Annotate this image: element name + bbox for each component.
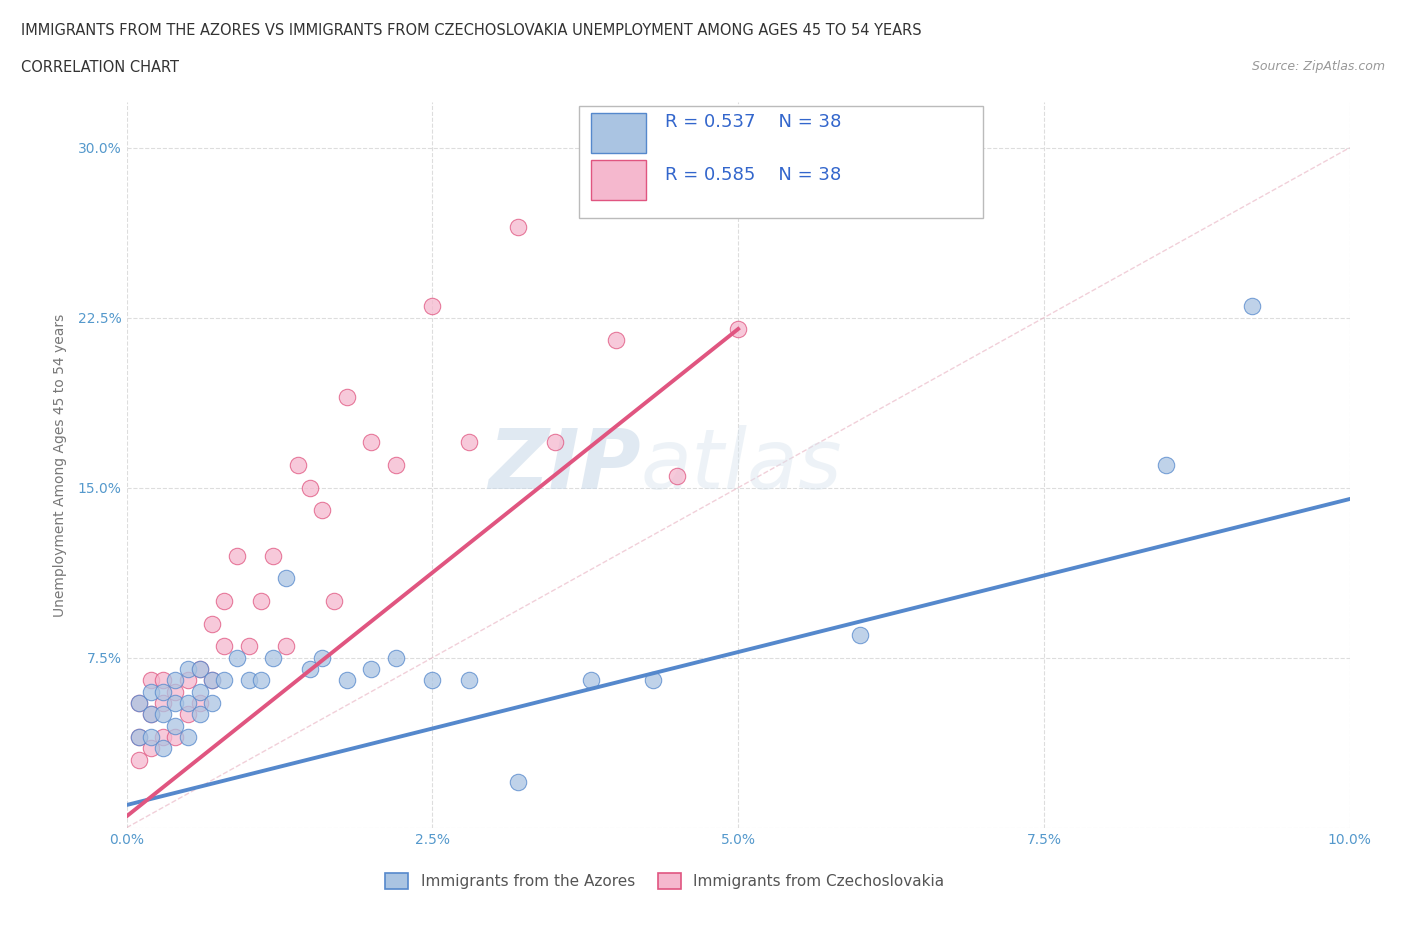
Point (581, 673, 603, 688)
Point (384, 458, 406, 472)
Point (139, 707, 162, 722)
Point (299, 480, 322, 495)
Point (128, 729, 150, 744)
Point (177, 673, 200, 688)
Point (188, 661, 211, 676)
Point (214, 593, 236, 608)
Point (152, 707, 174, 722)
Point (201, 673, 224, 688)
Y-axis label: Unemployment Among Ages 45 to 54 years: Unemployment Among Ages 45 to 54 years (52, 313, 66, 617)
Text: CORRELATION CHART: CORRELATION CHART (21, 60, 179, 75)
Point (422, 673, 444, 688)
Point (177, 707, 200, 722)
Point (287, 458, 309, 472)
Point (165, 684, 187, 699)
Point (1240, 299, 1263, 313)
Point (506, 775, 529, 790)
Legend: Immigrants from the Azores, Immigrants from Czechoslovakia: Immigrants from the Azores, Immigrants f… (385, 873, 943, 889)
Point (641, 673, 664, 688)
Point (250, 673, 273, 688)
Point (225, 650, 247, 665)
Point (201, 673, 224, 688)
Point (188, 707, 211, 722)
FancyBboxPatch shape (592, 113, 647, 153)
Point (238, 673, 260, 688)
Point (336, 390, 359, 405)
Point (422, 299, 444, 313)
Point (225, 549, 247, 564)
Text: Source: ZipAtlas.com: Source: ZipAtlas.com (1251, 60, 1385, 73)
Point (458, 673, 481, 688)
Point (384, 650, 406, 665)
Point (165, 696, 187, 711)
Point (128, 696, 150, 711)
Point (165, 729, 187, 744)
Point (139, 707, 162, 722)
Text: IMMIGRANTS FROM THE AZORES VS IMMIGRANTS FROM CZECHOSLOVAKIA UNEMPLOYMENT AMONG : IMMIGRANTS FROM THE AZORES VS IMMIGRANTS… (21, 23, 922, 38)
Point (506, 219, 529, 234)
Point (188, 696, 211, 711)
Point (128, 752, 150, 767)
Point (605, 333, 627, 348)
Point (299, 661, 322, 676)
Point (214, 639, 236, 654)
Point (849, 628, 872, 643)
Text: R = 0.585    N = 38: R = 0.585 N = 38 (665, 166, 841, 184)
Point (139, 729, 162, 744)
Point (152, 729, 174, 744)
Point (262, 650, 284, 665)
Point (128, 729, 150, 744)
Point (177, 729, 200, 744)
Point (250, 593, 273, 608)
Point (139, 673, 162, 688)
Text: R = 0.537    N = 38: R = 0.537 N = 38 (665, 113, 841, 131)
Point (177, 661, 200, 676)
Point (274, 571, 297, 586)
Point (458, 435, 481, 450)
Point (128, 696, 150, 711)
Point (152, 673, 174, 688)
Point (152, 741, 174, 756)
Point (139, 741, 162, 756)
Point (201, 696, 224, 711)
Point (188, 661, 211, 676)
Point (360, 435, 382, 450)
Point (214, 673, 236, 688)
Text: atlas: atlas (640, 424, 842, 506)
Point (336, 673, 359, 688)
Point (188, 684, 211, 699)
Point (311, 650, 333, 665)
Text: ZIP: ZIP (488, 424, 640, 506)
Point (165, 718, 187, 733)
Point (360, 661, 382, 676)
Point (274, 639, 297, 654)
Point (666, 469, 689, 484)
Point (152, 684, 174, 699)
Point (139, 684, 162, 699)
FancyBboxPatch shape (579, 106, 983, 219)
Point (323, 593, 346, 608)
Point (177, 696, 200, 711)
Point (152, 696, 174, 711)
Point (201, 617, 224, 631)
FancyBboxPatch shape (592, 160, 647, 200)
Point (262, 549, 284, 564)
Point (238, 639, 260, 654)
Point (543, 435, 565, 450)
Point (311, 503, 333, 518)
Point (1156, 458, 1178, 472)
Point (165, 673, 187, 688)
Point (727, 322, 749, 337)
